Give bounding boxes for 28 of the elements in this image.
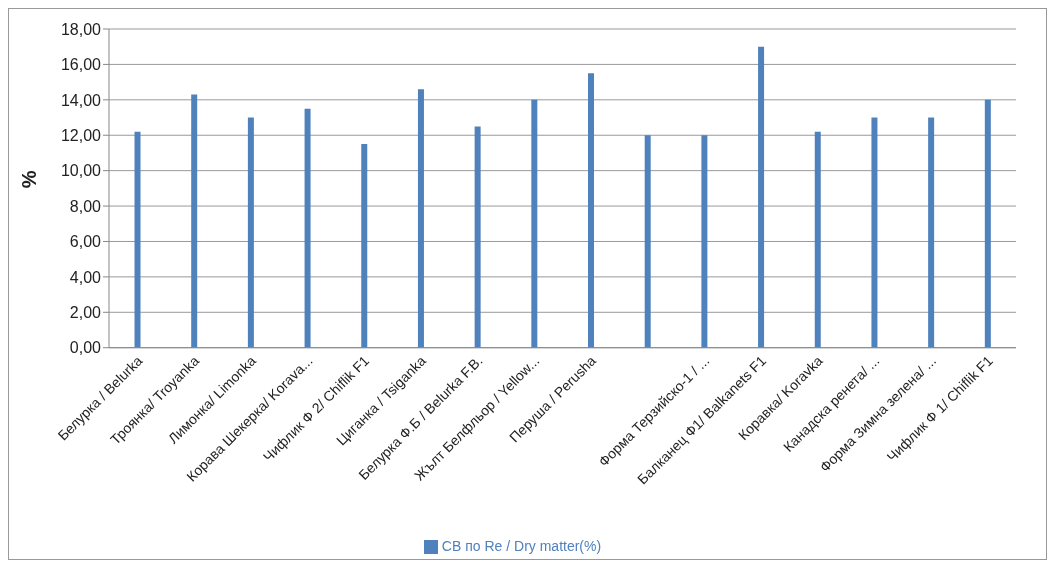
bar xyxy=(474,126,481,348)
bar xyxy=(247,117,254,348)
bar xyxy=(191,94,198,348)
y-tick-label: 0,00 xyxy=(69,339,102,357)
bar xyxy=(644,135,651,348)
bar xyxy=(304,108,311,348)
y-tick-label: 10,00 xyxy=(60,162,102,180)
y-tick-label: 4,00 xyxy=(69,268,102,286)
bar xyxy=(417,89,424,348)
bar xyxy=(814,131,821,348)
bar xyxy=(701,135,708,348)
y-tick-label: 18,00 xyxy=(60,20,102,38)
y-tick-label: 14,00 xyxy=(60,91,102,109)
bar xyxy=(588,73,595,348)
bar xyxy=(984,99,991,348)
bar xyxy=(871,117,878,348)
y-tick-label: 12,00 xyxy=(60,126,102,144)
bar xyxy=(928,117,935,348)
bar xyxy=(758,46,765,348)
bar xyxy=(361,144,368,348)
bar xyxy=(531,99,538,348)
y-tick-label: 2,00 xyxy=(69,303,102,321)
legend-label: СВ по Re / Dry matter(%) xyxy=(441,537,602,554)
bar xyxy=(134,131,141,348)
y-tick-label: 6,00 xyxy=(69,233,102,251)
y-tick-label: 16,00 xyxy=(60,56,102,74)
y-tick-label: 8,00 xyxy=(69,197,102,215)
y-axis-title: % xyxy=(18,170,41,189)
